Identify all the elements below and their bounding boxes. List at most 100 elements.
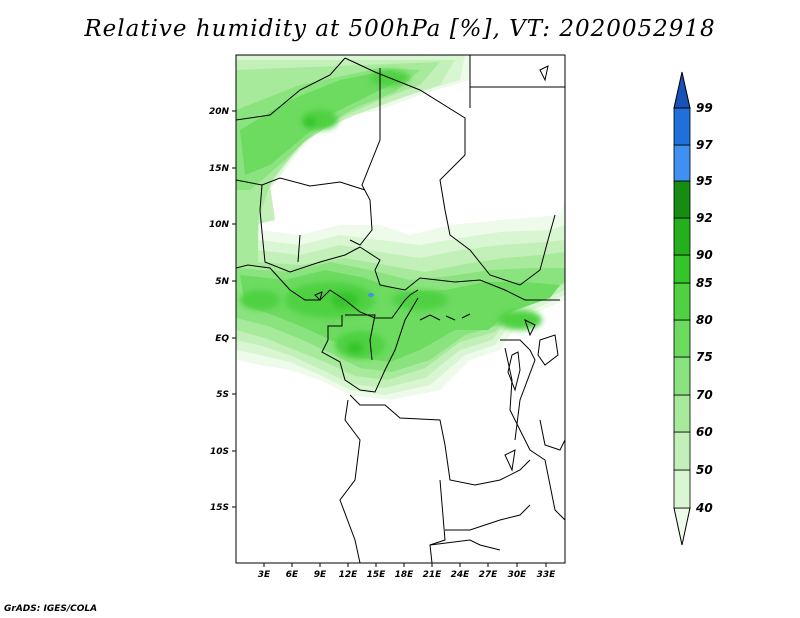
border-line [429, 539, 501, 551]
lon-tick-12e: 12E [339, 563, 359, 580]
border-line [445, 504, 531, 531]
svg-text:24E: 24E [451, 570, 471, 580]
border-line [297, 234, 301, 263]
lon-tick-9e: 9E [314, 563, 327, 580]
svg-text:15N: 15N [209, 164, 230, 174]
svg-text:20N: 20N [209, 107, 230, 117]
border-line [349, 394, 531, 486]
svg-text:33E: 33E [537, 570, 557, 580]
humidity-field [236, 55, 565, 400]
colorbar-segment-90-92 [673, 217, 691, 256]
svg-text:EQ: EQ [215, 334, 229, 344]
longitude-axis: 3E 6E 9E 12E 15E 18E 21E 24E 27E 30E 33E [258, 563, 556, 580]
colorbar-segment-50-60 [673, 431, 691, 471]
border-line [439, 154, 556, 286]
border-line [419, 313, 471, 321]
lake-outline [524, 319, 536, 337]
border-line [504, 347, 565, 521]
border-line [344, 57, 466, 155]
colorbar-segment-75-80 [673, 319, 691, 358]
lake-outline [504, 449, 516, 472]
colorbar: 40 50 60 70 75 80 85 90 92 95 97 99 [673, 71, 713, 546]
border-line [500, 339, 536, 441]
latitude-axis: 20N 15N 10N 5N EQ 5S 10S 15S [209, 107, 236, 513]
colorbar-label-95: 95 [696, 174, 713, 188]
lat-tick-20n: 20N [209, 107, 236, 117]
lon-tick-33e: 33E [537, 563, 557, 580]
lon-tick-15e: 15E [367, 563, 387, 580]
colorbar-label-80: 80 [696, 313, 713, 327]
border-line [345, 314, 376, 361]
border-line [539, 419, 565, 451]
svg-text:6E: 6E [286, 570, 299, 580]
svg-text:21E: 21E [423, 570, 443, 580]
colorbar-segment-95-97 [673, 144, 691, 182]
footer-credit: GrADS: IGES/COLA [4, 604, 98, 614]
colorbar-label-92: 92 [696, 211, 713, 225]
svg-text:30E: 30E [508, 570, 528, 580]
lon-tick-18e: 18E [395, 563, 415, 580]
svg-text:5N: 5N [215, 277, 229, 287]
svg-text:3E: 3E [258, 570, 271, 580]
lon-tick-21e: 21E [423, 563, 443, 580]
lake-outline [537, 334, 559, 366]
colorbar-label-70: 70 [696, 388, 713, 402]
lake-outline [539, 65, 549, 82]
lat-tick-15s: 15S [210, 503, 236, 513]
svg-text:18E: 18E [395, 570, 415, 580]
border-line [349, 68, 381, 246]
colorbar-segment-70-75 [673, 356, 691, 396]
lat-tick-10s: 10S [210, 447, 236, 457]
lake-outline [507, 351, 521, 392]
border-line [359, 246, 560, 301]
colorbar-upper-triangle [673, 71, 691, 109]
colorbar-segment-85-90 [673, 254, 691, 284]
map-title: Relative humidity at 500hPa [%], VT: 202… [84, 16, 716, 42]
colorbar-label-60: 60 [696, 425, 713, 439]
border-line [236, 177, 366, 191]
svg-text:12E: 12E [339, 570, 359, 580]
lon-tick-3e: 3E [258, 563, 271, 580]
svg-text:5S: 5S [216, 390, 229, 400]
colorbar-labels: 40 50 60 70 75 80 85 90 92 95 97 99 [695, 101, 713, 515]
lat-tick-15n: 15N [209, 164, 236, 174]
colorbar-segment-40-50 [673, 469, 691, 509]
colorbar-label-40: 40 [695, 501, 713, 515]
border-line [321, 297, 419, 393]
colorbar-label-90: 90 [696, 248, 713, 262]
country-borders [236, 55, 565, 563]
colorbar-label-99: 99 [696, 101, 713, 115]
map-frame [235, 54, 566, 564]
svg-text:27E: 27E [479, 570, 499, 580]
svg-text:10N: 10N [209, 220, 230, 230]
svg-text:10S: 10S [210, 447, 229, 457]
colorbar-segment-97-99 [673, 107, 691, 146]
border-line [339, 399, 361, 563]
lon-tick-24e: 24E [451, 563, 471, 580]
colorbar-label-97: 97 [696, 138, 713, 152]
lat-tick-eq: EQ [215, 334, 236, 344]
border-line [429, 479, 446, 563]
svg-text:15S: 15S [210, 503, 229, 513]
lon-tick-6e: 6E [286, 563, 299, 580]
svg-text:9E: 9E [314, 570, 327, 580]
svg-text:15E: 15E [367, 570, 387, 580]
lat-tick-5s: 5S [216, 390, 236, 400]
lat-tick-5n: 5N [215, 277, 236, 287]
lon-tick-27e: 27E [479, 563, 499, 580]
colorbar-segment-80-85 [673, 282, 691, 321]
border-line [259, 184, 361, 273]
border-line [236, 57, 346, 121]
colorbar-lower-triangle [673, 507, 691, 546]
lon-tick-30e: 30E [508, 563, 528, 580]
border-line [465, 55, 471, 108]
border-line [329, 289, 419, 319]
colorbar-segment-60-70 [673, 394, 691, 433]
lake-outline [314, 291, 323, 301]
colorbar-label-85: 85 [696, 276, 713, 290]
colorbar-label-50: 50 [696, 463, 713, 477]
humidity-spot-high [368, 293, 374, 297]
colorbar-label-75: 75 [696, 350, 713, 364]
colorbar-segment-92-95 [673, 180, 691, 219]
